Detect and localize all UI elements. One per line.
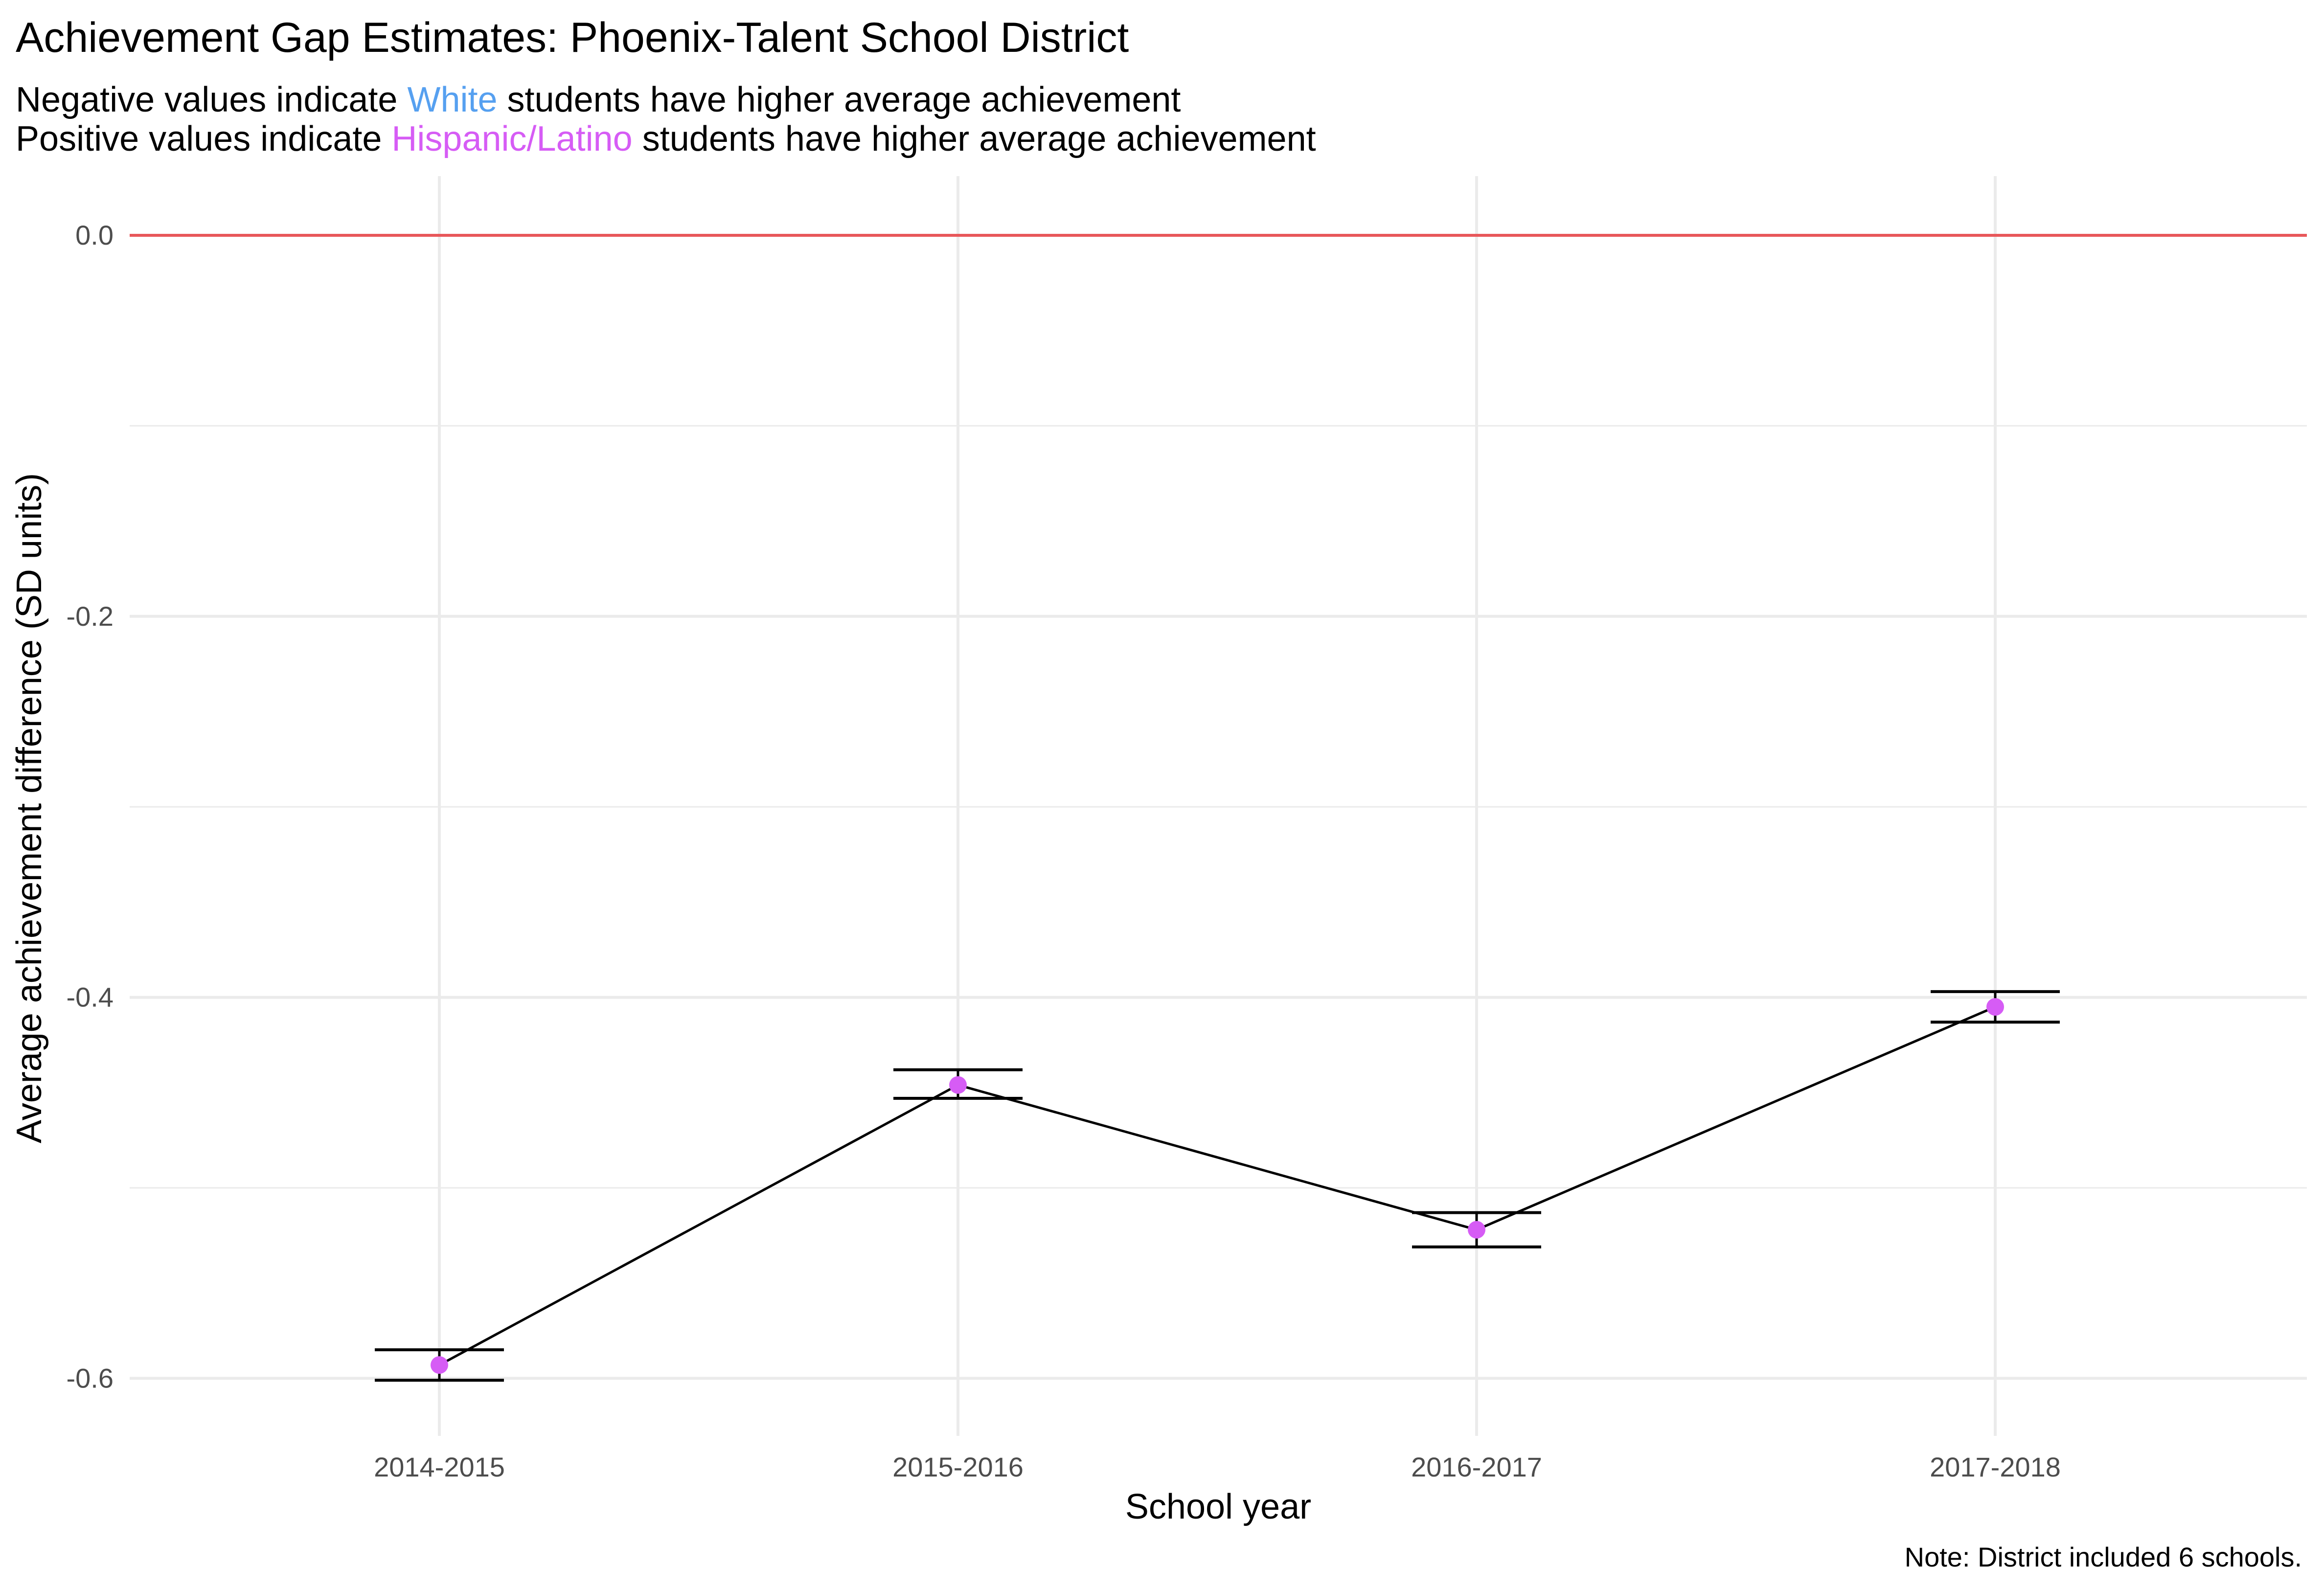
y-tick-label: 0.0 (75, 220, 114, 250)
x-axis-title: School year (1125, 1487, 1311, 1526)
x-axis-ticks: 2014-2015 2015-2016 2016-2017 2017-2018 (374, 1452, 2061, 1482)
chart-caption: Note: District included 6 schools. (1905, 1542, 2302, 1572)
x-tick-label: 2017-2018 (1930, 1452, 2061, 1482)
subtitle-1-after: students have higher average achievement (498, 80, 1181, 119)
subtitle-1-highlight: White (407, 80, 497, 119)
y-axis-ticks: 0.0 -0.2 -0.4 -0.6 (67, 220, 114, 1393)
data-point (1986, 998, 2004, 1016)
subtitle-2-after: students have higher average achievement (633, 119, 1316, 159)
y-tick-label: -0.4 (67, 982, 114, 1013)
x-tick-label: 2016-2017 (1411, 1452, 1542, 1482)
chart-subtitle-line-2: Positive values indicate Hispanic/Latino… (16, 119, 1316, 159)
subtitle-2-highlight: Hispanic/Latino (391, 119, 632, 159)
y-tick-label: -0.2 (67, 601, 114, 632)
y-tick-label: -0.6 (67, 1363, 114, 1393)
x-tick-label: 2015-2016 (892, 1452, 1024, 1482)
data-point (1468, 1221, 1485, 1239)
subtitle-2-before: Positive values indicate (16, 119, 391, 159)
chart-subtitle-line-1: Negative values indicate White students … (16, 80, 1181, 119)
series-layer (375, 990, 2060, 1382)
x-tick-label: 2014-2015 (374, 1452, 505, 1482)
chart-title: Achievement Gap Estimates: Phoenix-Talen… (16, 14, 1129, 61)
data-point (431, 1356, 448, 1374)
subtitle-1-before: Negative values indicate (16, 80, 407, 119)
series-line (438, 1005, 1996, 1366)
data-point (949, 1076, 967, 1094)
y-axis-title: Average achievement difference (SD units… (10, 473, 49, 1143)
grid-lines (130, 176, 2307, 1436)
